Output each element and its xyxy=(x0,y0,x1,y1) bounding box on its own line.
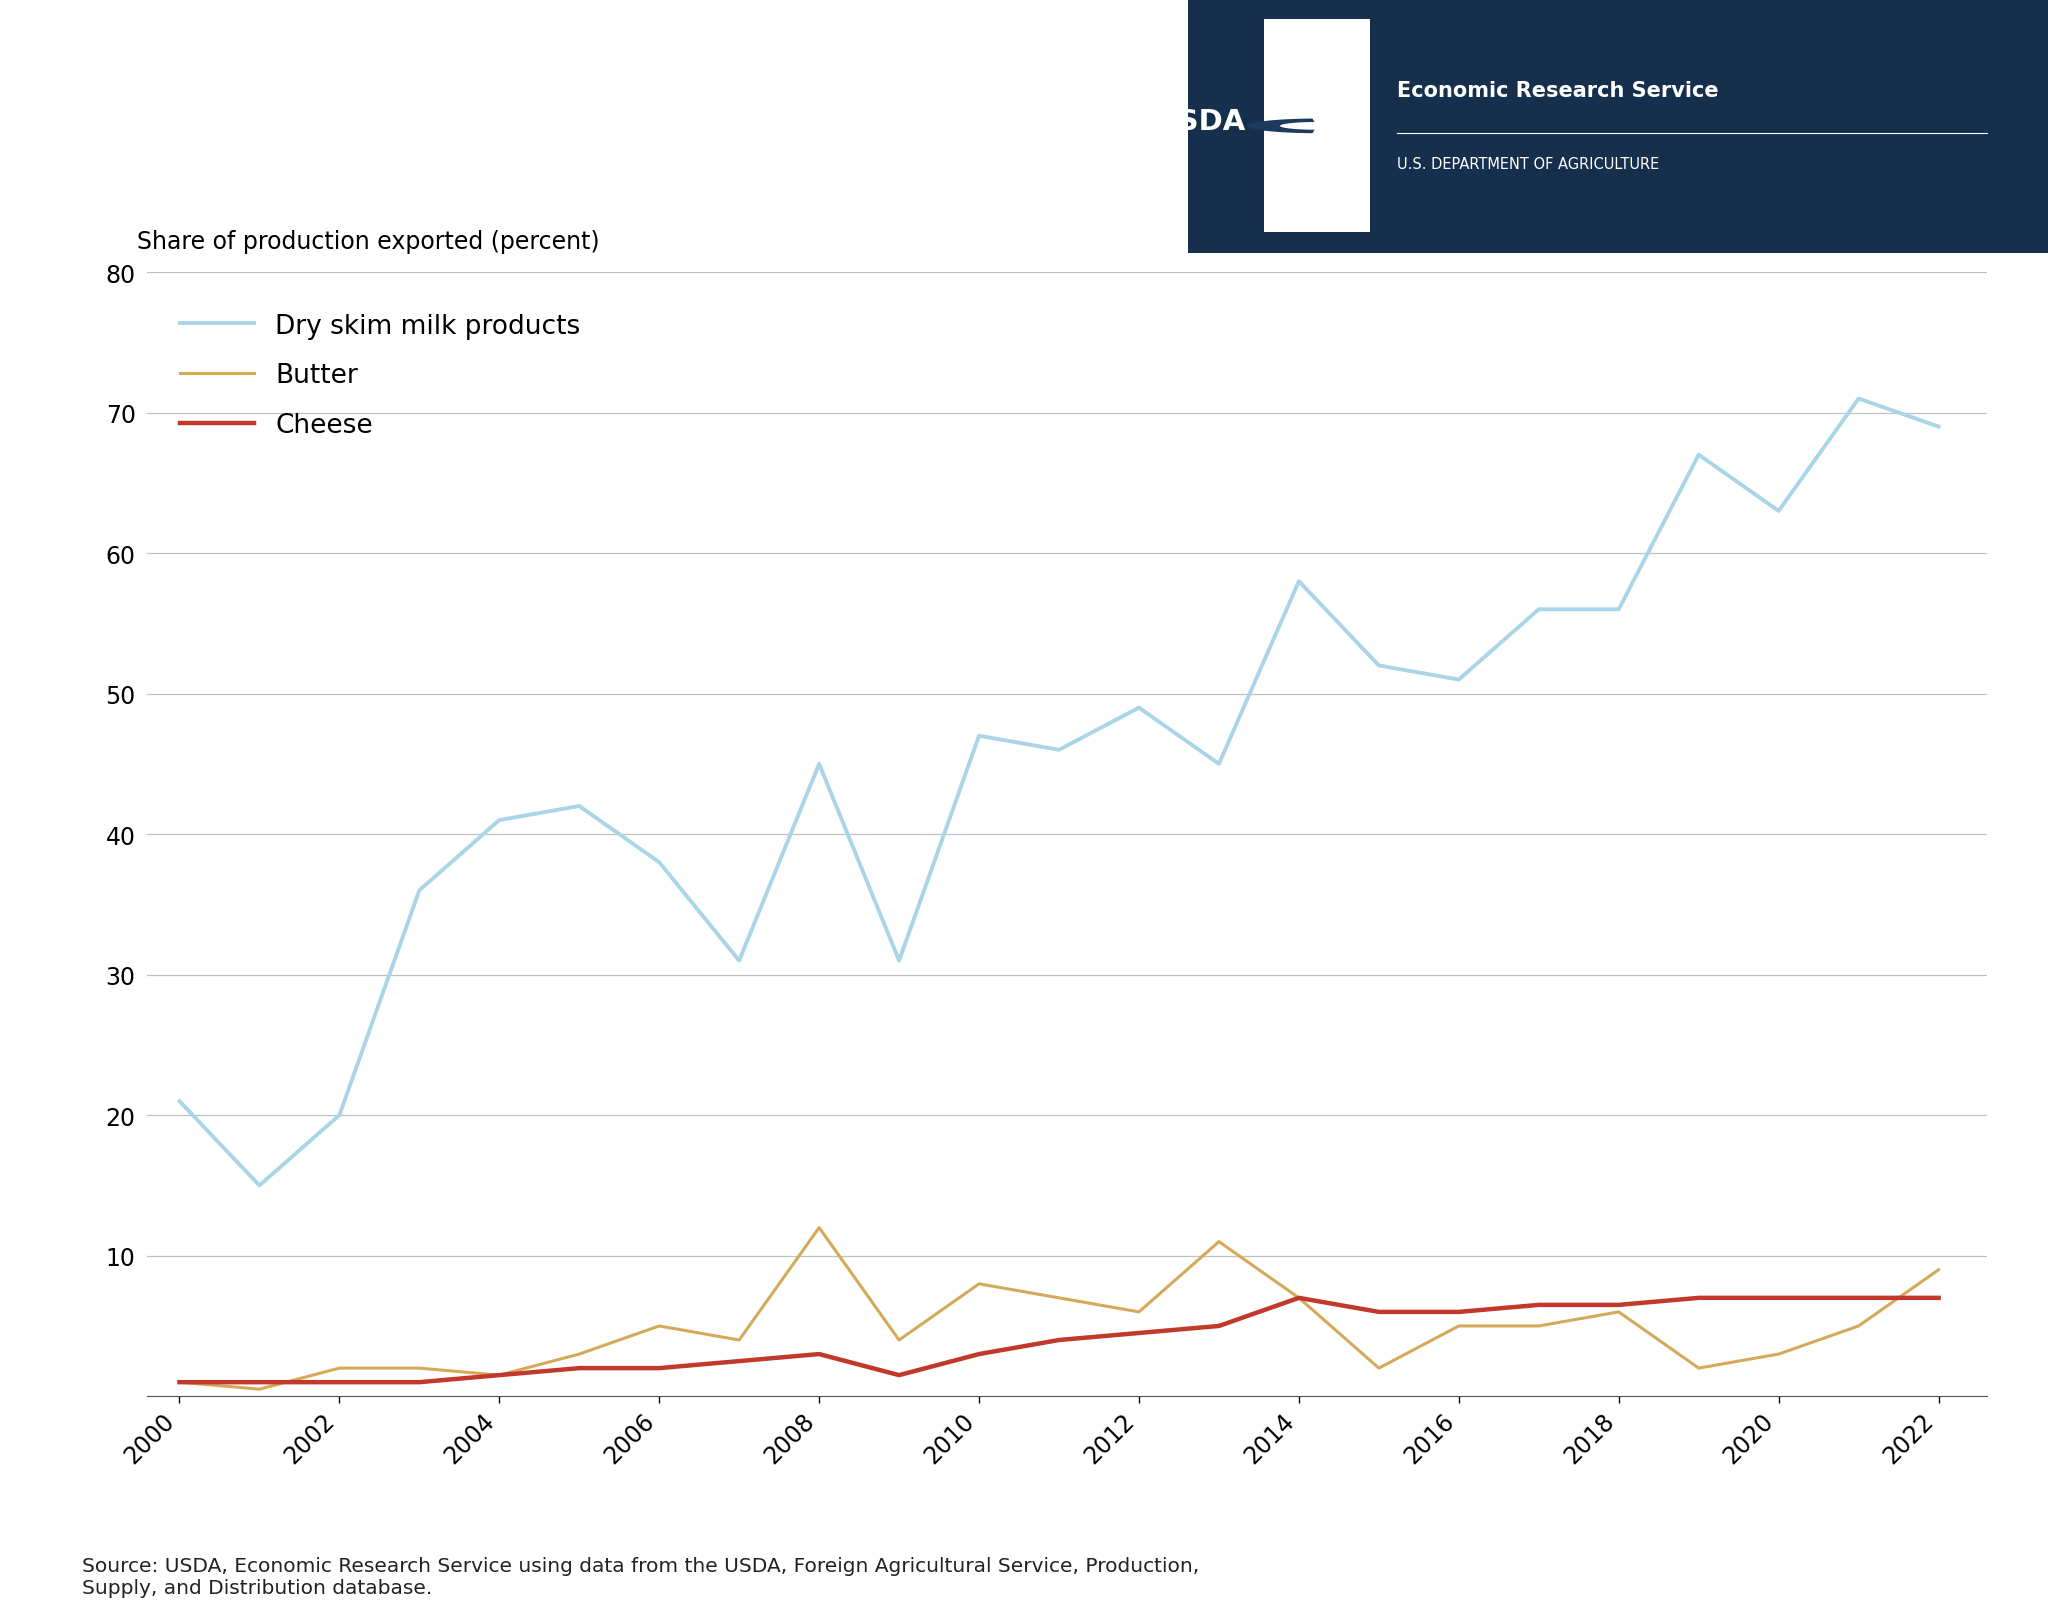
Text: Source: USDA, Economic Research Service using data from the USDA, Foreign Agricu: Source: USDA, Economic Research Service … xyxy=(82,1555,1200,1597)
Text: Share of production exported (percent): Share of production exported (percent) xyxy=(137,230,600,254)
Legend: Dry skim milk products, Butter, Cheese: Dry skim milk products, Butter, Cheese xyxy=(170,303,592,449)
Text: products exported, 2000–22: products exported, 2000–22 xyxy=(51,178,731,220)
Text: USDA: USDA xyxy=(1153,108,1245,136)
Text: Economic Research Service: Economic Research Service xyxy=(1397,82,1718,101)
Text: U.S. DEPARTMENT OF AGRICULTURE: U.S. DEPARTMENT OF AGRICULTURE xyxy=(1397,157,1659,172)
FancyBboxPatch shape xyxy=(1264,21,1370,233)
Text: Share of U.S. butter, cheese, dry skim milk: Share of U.S. butter, cheese, dry skim m… xyxy=(51,61,1090,103)
Polygon shape xyxy=(1247,119,1315,135)
FancyBboxPatch shape xyxy=(1188,0,2048,254)
